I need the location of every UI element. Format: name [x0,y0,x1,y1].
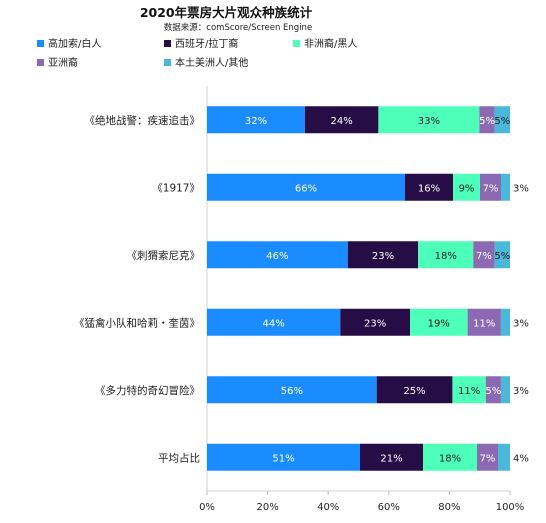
data-label: 32% [245,116,267,127]
bar-segment [410,308,468,336]
x-tick-label: 100% [496,502,525,513]
x-tick-label: 0% [199,502,215,513]
data-label: 23% [364,318,386,329]
data-label: 66% [295,183,317,194]
bar-segment [494,241,510,269]
bar-segment [477,443,498,471]
category-label: 《猛禽小队和哈莉・奎茵》 [74,316,200,329]
bar-segment [453,173,480,201]
bar-segment [207,308,341,336]
bar-segment [304,106,379,134]
data-label: 21% [380,453,402,464]
legend-swatch [37,40,44,47]
bar-segment [360,443,423,471]
bar-segment [207,443,360,471]
data-label: 46% [266,251,288,262]
category-label: 《刺猬索尼克》 [127,249,201,262]
chart-subtitle: 数据来源：comScore/Screen Engine [164,22,312,33]
data-label: 4% [513,453,529,464]
legend-swatch [293,40,300,47]
bar-segment [500,376,510,404]
bar-segment [423,443,477,471]
bar-segment [485,376,501,404]
bar-segment [378,106,480,134]
bar-segment [498,443,510,471]
bar-segment [207,173,405,201]
x-tick-label: 80% [438,502,460,513]
legend-label: 亚洲裔 [48,56,78,69]
data-label: 23% [372,251,394,262]
bar-segment [479,106,495,134]
data-label: 7% [483,183,499,194]
legend-swatch [37,59,44,66]
legend-label: 本土美洲人/其他 [175,56,248,69]
data-label: 24% [331,116,353,127]
legend-label: 高加索/白人 [48,37,101,50]
x-tick-label: 60% [378,502,400,513]
bar-segment [480,173,501,201]
bar-segment [494,106,510,134]
legend-label: 西班牙/拉丁裔 [175,37,238,50]
bar-segment [207,241,348,269]
bar-segment [347,241,419,269]
data-label: 25% [403,386,425,397]
data-label: 5% [485,386,501,397]
bar-segment [467,308,501,336]
legend-swatch [164,59,171,66]
data-label: 3% [513,386,529,397]
data-label: 44% [263,318,285,329]
data-label: 3% [513,318,529,329]
data-label: 11% [458,386,480,397]
data-label: 11% [473,318,495,329]
category-label: 《多力特的奇幻冒险》 [95,384,200,397]
bar-segment [473,241,495,269]
data-label: 7% [480,453,496,464]
bar-segment [207,376,377,404]
bar-segment [207,106,305,134]
data-label: 5% [494,251,510,262]
bar-segment [405,173,453,201]
data-label: 51% [272,453,294,464]
data-label: 16% [418,183,440,194]
bar-segment [452,376,486,404]
data-label: 9% [459,183,475,194]
data-label: 19% [428,318,450,329]
data-label: 33% [418,116,440,127]
data-label: 56% [281,386,303,397]
bar-segment [500,308,510,336]
data-label: 7% [476,251,492,262]
chart-title: 2020年票房大片观众种族统计 [140,5,313,20]
bar-segment [418,241,474,269]
data-label: 5% [494,116,510,127]
data-label: 18% [439,453,461,464]
category-label: 平均占比 [158,451,200,464]
data-label: 3% [513,183,529,194]
bar-segment [501,173,510,201]
x-tick-label: 20% [256,502,278,513]
legend-swatch [164,40,171,47]
data-label: 5% [479,116,495,127]
legend-label: 非洲裔/黑人 [304,37,357,50]
plot-area: 0% 20% 40% 60% 80% 100% 《绝地战警：疾速追击》 32% 24% 33% 5%… [74,86,529,513]
bar-segment [376,376,453,404]
category-label: 《1917》 [152,182,200,194]
x-tick-label: 40% [317,502,339,513]
category-label: 《绝地战警：疾速追击》 [85,114,201,127]
bar-segment [340,308,411,336]
data-label: 18% [435,251,457,262]
